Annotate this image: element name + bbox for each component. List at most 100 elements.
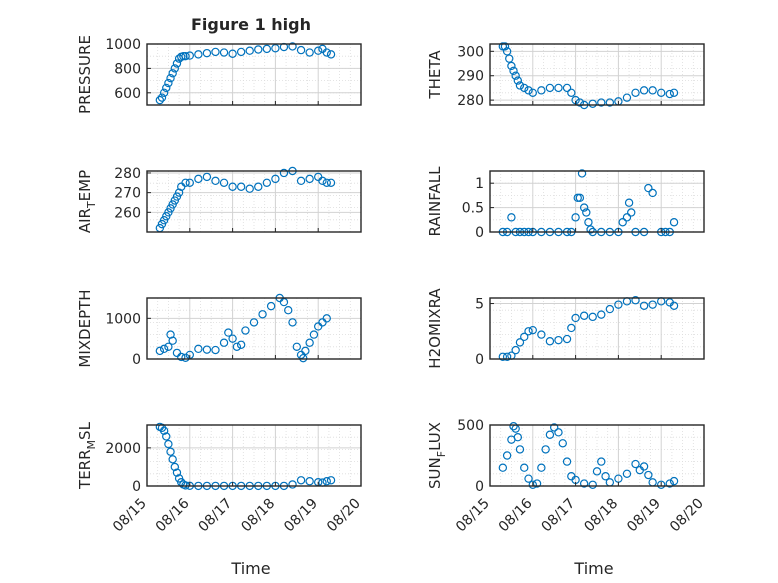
data-point [524,327,533,336]
subplot-2: 280 290 300 THETA [426,42,705,110]
axes-frame [146,297,362,360]
data-point [305,338,314,347]
y-tick-label: 600 [114,86,141,102]
data-point [236,340,246,349]
data-point [245,184,254,193]
data-point [669,218,679,227]
data-point [181,52,190,61]
data-point [520,83,529,93]
data-point [292,342,301,351]
y-tick-label: 500 [457,418,484,434]
data-point [618,218,627,227]
data-point [537,86,546,95]
data-point [177,352,186,362]
data-point [219,48,229,57]
data-point [515,338,525,347]
data-point [500,42,510,51]
y-axis-label-subscript: M [85,440,98,450]
data-point [639,301,649,310]
y-tick-label: 300 [457,44,484,60]
data-point [498,463,508,472]
data-point [185,178,194,188]
data-point [588,312,597,322]
data-point [181,353,190,362]
data-point [601,472,610,481]
y-axis-label-main: H2OMIXRA [426,288,444,369]
data-point [502,352,512,361]
data-point [507,61,516,71]
data-point [567,88,576,98]
data-point [166,73,175,83]
data-point [584,218,593,227]
data-point [627,208,636,217]
data-point [631,88,640,98]
axes-frame [489,424,705,487]
data-point [245,46,254,55]
axes-frame [146,43,362,106]
data-point [168,336,177,345]
data-point [194,50,203,59]
subplot-1: 600 800 1000 PRESSURE [76,35,362,114]
data-point [545,337,555,346]
data-point [211,345,220,355]
data-point [181,178,190,188]
data-point [622,469,632,478]
data-point [537,463,546,472]
axes-frame [146,424,362,487]
data-point [219,178,229,188]
data-point [194,344,203,354]
data-point [314,46,323,55]
data-point [586,225,595,234]
data-point [159,426,169,435]
y-axis-label-main: PRESSURE [76,35,94,114]
data-point [562,83,572,93]
data-point [537,330,546,339]
x-axis-label-left: Time [230,559,270,578]
data-point [159,344,169,354]
y-tick-label: 0 [132,352,141,368]
y-tick-label: 0 [475,225,484,241]
data-point [185,51,194,60]
x-axis-label-right: Time [573,559,613,578]
y-axis-label-tail: SL [76,421,94,440]
data-point [172,59,182,68]
y-tick-label: 5 [475,297,484,313]
y-tick-label: 0 [132,479,141,495]
data-point [305,48,314,57]
data-point [665,89,674,99]
data-point [322,48,331,57]
y-axis-label-subscript: T [85,201,98,209]
data-point [166,447,175,456]
data-point [254,45,263,54]
data-point [614,300,623,309]
y-axis-label: MIXDEPTH [76,289,94,367]
data-point [575,98,585,107]
data-point [288,42,297,51]
data-point [644,470,653,480]
data-point [571,213,580,222]
data-point [567,323,576,333]
data-point [511,345,520,355]
data-point [305,477,314,486]
data-point [528,325,538,335]
data-point [326,178,336,188]
data-point [657,480,666,489]
data-point [639,462,649,471]
data-point [562,457,572,466]
y-tick-label: 260 [114,205,141,221]
data-point [228,182,237,191]
data-point [532,479,542,488]
data-point [155,346,165,356]
data-point [288,318,297,327]
data-point [582,208,591,217]
data-point [301,346,310,356]
y-tick-label: 0.5 [462,201,484,217]
data-point [219,338,229,347]
y-tick-label: 270 [114,186,141,202]
data-point [326,50,336,59]
data-point [622,93,632,102]
y-axis-label: H2OMIXRA [426,288,444,369]
data-point [554,83,563,93]
data-point [194,174,203,184]
data-point [575,193,585,203]
